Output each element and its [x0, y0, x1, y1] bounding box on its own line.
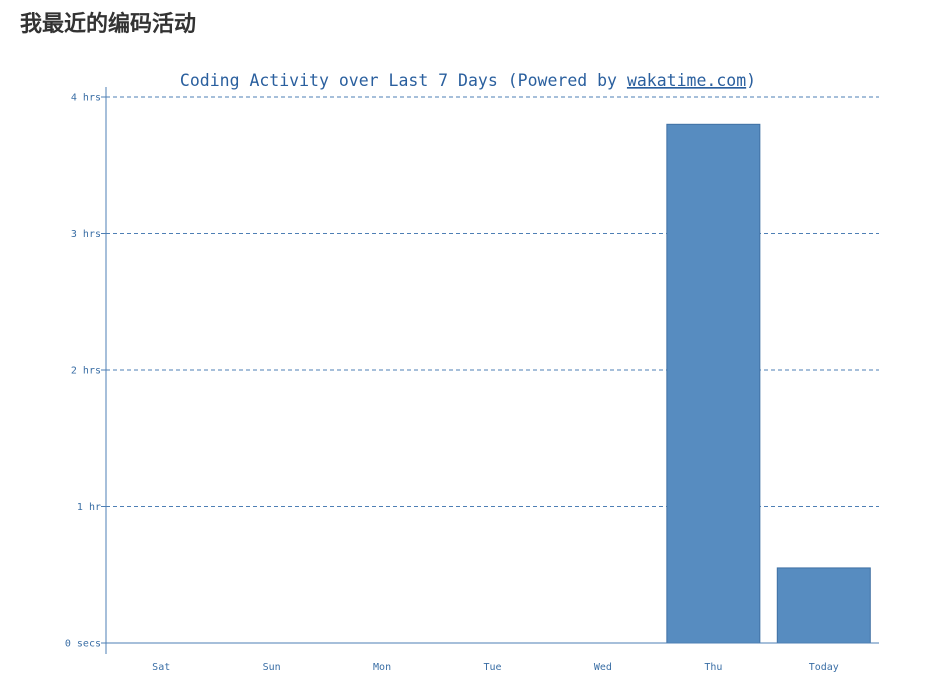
x-tick-label: Thu [704, 662, 722, 673]
grid-lines [106, 96, 879, 507]
y-tick-label: 0 secs [65, 639, 101, 650]
x-tick-labels: Sat Sun Mon Tue Wed Thu Today [152, 662, 839, 673]
chart-title-prefix: Coding Activity over Last 7 Days (Powere… [180, 71, 627, 90]
x-tick-label: Wed [594, 662, 612, 673]
bar-today [776, 567, 871, 644]
page-heading: 我最近的编码活动 [20, 12, 197, 37]
axes [101, 87, 879, 654]
y-tick-label: 4 hrs [71, 93, 101, 104]
wakatime-link[interactable]: wakatime.com [627, 71, 746, 90]
bar-thu [666, 123, 761, 644]
y-tick-label: 2 hrs [71, 366, 101, 377]
y-tick-labels: 0 secs 1 hr 2 hrs 3 hrs 4 hrs [65, 93, 101, 650]
x-tick-label: Tue [483, 662, 501, 673]
chart-title: Coding Activity over Last 7 Days (Powere… [180, 71, 756, 90]
y-tick-label: 1 hr [77, 502, 101, 513]
y-tick-label: 3 hrs [71, 229, 101, 240]
x-tick-label: Sun [263, 662, 281, 673]
x-tick-label: Sat [152, 662, 170, 673]
chart-title-suffix: ) [746, 71, 756, 90]
x-tick-label: Mon [373, 662, 391, 673]
bars [666, 123, 871, 644]
x-tick-label: Today [809, 662, 839, 673]
